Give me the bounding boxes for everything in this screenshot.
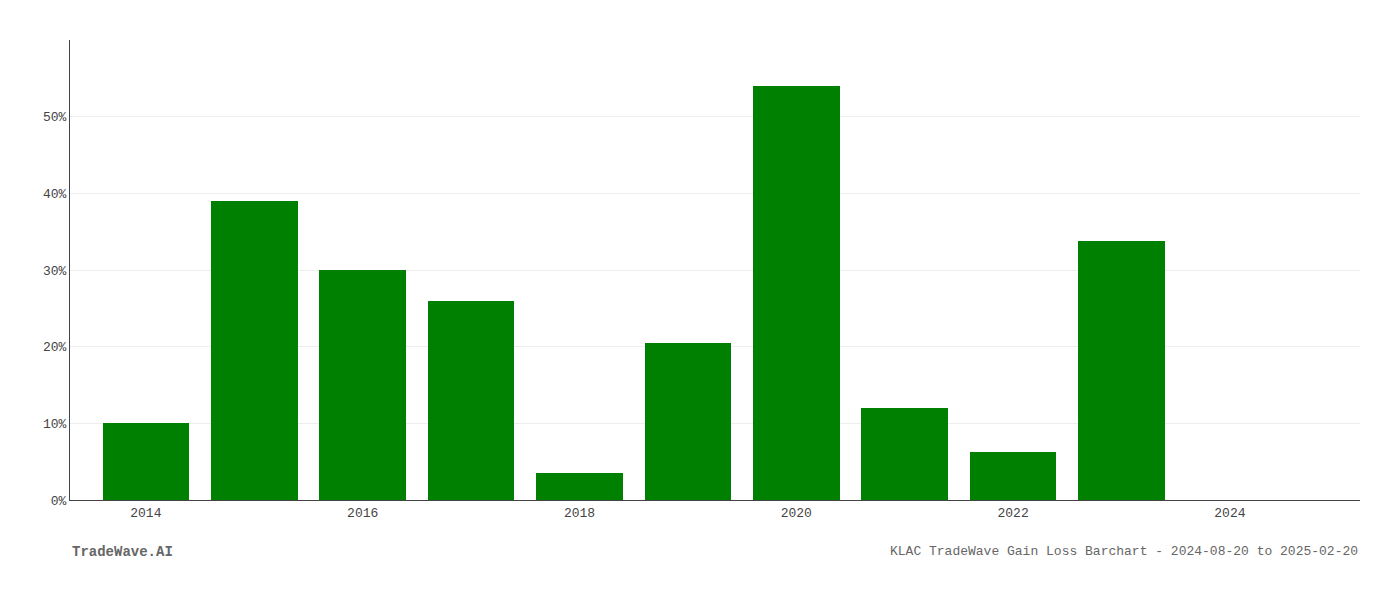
svg-text:2022: 2022	[998, 506, 1029, 521]
svg-text:2014: 2014	[130, 506, 161, 521]
svg-text:2016: 2016	[347, 506, 378, 521]
svg-text:0%: 0%	[51, 494, 67, 509]
svg-text:20%: 20%	[43, 340, 67, 355]
svg-text:KLAC TradeWave Gain Loss Barch: KLAC TradeWave Gain Loss Barchart - 2024…	[890, 544, 1358, 559]
svg-text:TradeWave.AI: TradeWave.AI	[72, 544, 173, 560]
svg-text:30%: 30%	[43, 264, 67, 279]
svg-text:2024: 2024	[1214, 506, 1245, 521]
svg-text:10%: 10%	[43, 417, 67, 432]
svg-text:40%: 40%	[43, 187, 67, 202]
svg-text:50%: 50%	[43, 110, 67, 125]
svg-text:2020: 2020	[781, 506, 812, 521]
svg-text:2018: 2018	[564, 506, 595, 521]
